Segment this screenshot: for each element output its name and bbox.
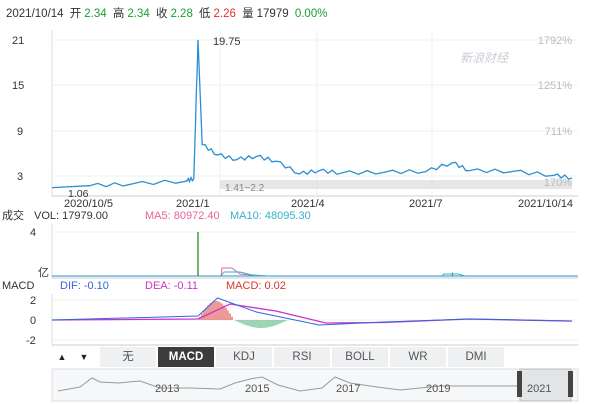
volume-value: 17979 <box>256 8 289 20</box>
tab-wr[interactable]: WR <box>390 347 447 367</box>
x-axis-tick: 2021/1 <box>176 198 210 210</box>
price-y-tick: 21 <box>12 35 24 47</box>
navigator-year: 2019 <box>426 383 450 395</box>
dea-legend: DEA: -0.11 <box>145 280 198 292</box>
open-value: 2.34 <box>84 8 107 20</box>
navigator-year: 2015 <box>245 383 269 395</box>
price-pct-tick: 711% <box>545 126 573 138</box>
tab-kdj[interactable]: KDJ <box>216 347 273 367</box>
price-pct-tick: 170% <box>544 177 572 189</box>
x-axis-tick: 2021/4 <box>291 198 325 210</box>
quote-date: 2021/10/14 <box>6 8 64 20</box>
vol-legend: VOL: 17979.00 <box>34 210 108 222</box>
ma5-line <box>220 267 263 277</box>
open-label: 开 <box>69 8 82 20</box>
ma10-line <box>441 273 466 277</box>
tab-macd[interactable]: MACD <box>158 347 215 367</box>
high-label: 高 <box>112 8 125 20</box>
watermark-logo: 新浪财经 <box>460 51 510 65</box>
ma5-legend: MA5: 80972.40 <box>145 210 220 222</box>
tab-dmi[interactable]: DMI <box>448 347 505 367</box>
scroll-left-arrow-icon[interactable]: ▲ <box>52 347 72 367</box>
macd-panel: MACD DIF: -0.10 DEA: -0.11 MACD: 0.02 2 … <box>2 280 578 347</box>
tab-rsi[interactable]: RSI <box>274 347 331 367</box>
price-range-band <box>220 180 572 189</box>
navigator-sparkline <box>57 376 520 392</box>
price-y-tick: 15 <box>12 80 24 92</box>
macd-y-tick: 0 <box>30 315 36 327</box>
high-value: 2.34 <box>127 8 150 20</box>
price-series-line <box>51 39 573 189</box>
navigator-right-handle[interactable] <box>568 371 573 397</box>
x-axis-tick: 2021/7 <box>409 198 443 210</box>
navigator-year: 2013 <box>155 383 179 395</box>
price-y-tick: 9 <box>17 126 23 138</box>
change-value: 0.00% <box>294 8 328 20</box>
macd-histogram <box>199 301 287 328</box>
price-peak-label: 19.75 <box>213 36 241 48</box>
time-navigator[interactable]: 2013 2015 2017 2019 2021 <box>51 368 579 402</box>
price-range-label: 1.41~2.2 <box>225 183 265 194</box>
navigator-left-handle[interactable] <box>517 371 522 397</box>
volume-panel: 成交 VOL: 17979.00 MA5: 80972.40 MA10: 480… <box>2 208 578 279</box>
tab-none[interactable]: 无 <box>100 347 157 367</box>
volume-label: 量 <box>242 8 254 20</box>
macd-y-tick: 2 <box>30 295 36 307</box>
navigator-year: 2021 <box>527 383 551 395</box>
ma10-line <box>220 271 271 277</box>
low-label: 低 <box>199 8 211 20</box>
navigator-track[interactable] <box>51 368 579 402</box>
price-pct-tick: 1251% <box>538 80 572 92</box>
volume-y-tick: 4 <box>30 227 36 239</box>
ma10-legend: MA10: 48095.30 <box>230 210 311 222</box>
x-axis-tick: 2021/10/14 <box>518 198 573 210</box>
macd-panel-name: MACD <box>2 280 34 292</box>
close-value: 2.28 <box>170 8 193 20</box>
macd-y-tick: -2 <box>26 335 36 347</box>
x-axis-tick: 2020/10/5 <box>64 198 113 210</box>
close-label: 收 <box>155 8 168 20</box>
macd-legend: MACD: 0.02 <box>226 280 286 292</box>
volume-unit: 亿 <box>38 266 49 279</box>
low-value: 2.26 <box>213 8 236 20</box>
price-low-label: 1.06 <box>68 188 89 200</box>
indicator-tabs: ▲ ▼ 无 MACD KDJ RSI BOLL WR DMI <box>52 347 578 367</box>
price-pct-tick: 1792% <box>538 35 572 47</box>
dif-line <box>51 297 573 326</box>
price-y-tick: 3 <box>17 171 23 183</box>
tab-boll[interactable]: BOLL <box>332 347 389 367</box>
dif-legend: DIF: -0.10 <box>60 280 109 292</box>
navigator-year: 2017 <box>336 383 360 395</box>
price-panel: 1.41~2.2 21 15 9 3 1792% 1251% 711% 170%… <box>12 30 578 210</box>
volume-panel-label: 成交 <box>2 208 24 222</box>
quote-info-bar: 2021/10/14 开 2.34 高 2.34 收 2.28 低 2.26 量 1797… <box>6 5 596 21</box>
scroll-right-arrow-icon[interactable]: ▼ <box>74 347 94 367</box>
